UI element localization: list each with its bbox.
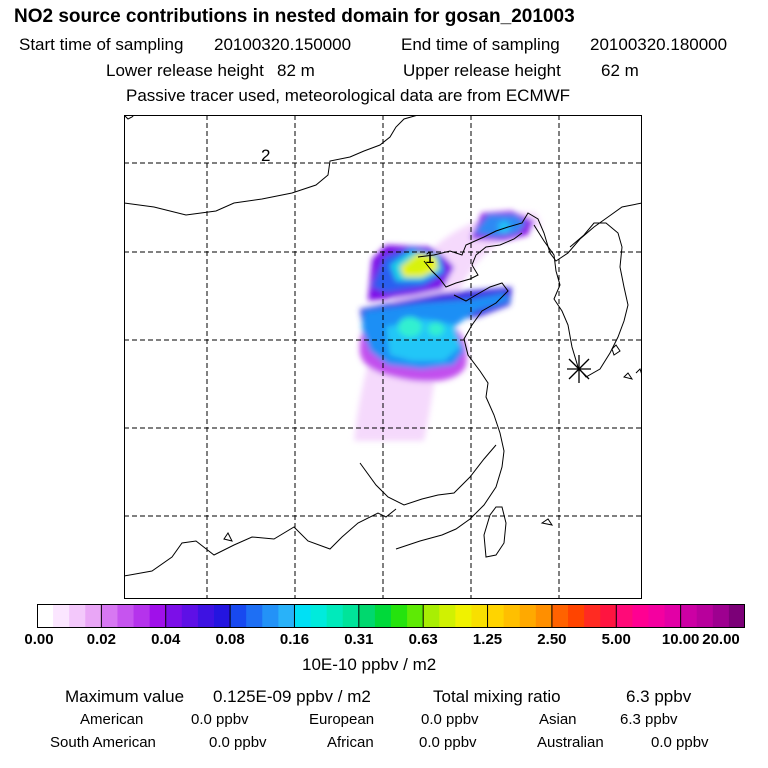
model-note: Passive tracer used, meteorological data… [126,86,571,105]
region-value-south-american: 0.0 ppbv [209,734,267,751]
colorbar-swatch [423,604,440,628]
asterisk-receptor-icon [567,355,591,383]
colorbar-swatch [712,604,730,628]
colorbar-tick-label: 0.02 [86,631,116,648]
region-name-australian: Australian [537,734,604,751]
lat-lon-grid [124,115,642,599]
colorbar-swatch [358,604,376,628]
colorbar-swatch [632,604,650,628]
colorbar-swatch [165,604,183,628]
colorbar-frame [37,604,745,628]
colorbar [37,604,745,628]
colorbar-swatch [101,604,119,628]
upper-release-value: 62 m [601,61,639,80]
max-value: 0.125E-09 ppbv / m2 [213,687,371,706]
colorbar-tick-label: 0.04 [151,631,181,648]
total-mixing-value: 6.3 ppbv [626,687,692,706]
upper-release-label: Upper release height [403,61,561,80]
start-time-label: Start time of sampling [19,35,184,54]
colorbar-tick-label: 0.31 [344,631,374,648]
colorbar-swatch [53,604,70,628]
colorbar-swatch [310,604,328,628]
colorbar-tick-label: 2.50 [537,631,567,648]
end-time-label: End time of sampling [401,35,560,54]
colorbar-swatch [133,604,151,628]
region-name-asian: Asian [539,711,577,728]
region-value-american: 0.0 ppbv [191,711,249,728]
max-value-label: Maximum value [65,687,185,706]
colorbar-swatch [728,604,745,628]
location-marker-2: 2 [261,146,270,165]
colorbar-tick-label: 0.63 [408,631,438,648]
colorbar-tick-label: 5.00 [601,631,631,648]
colorbar-tick-label: 0.16 [279,631,310,648]
colorbar-swatch [374,604,392,628]
region-name-south-american: South American [50,734,156,751]
coastlines [124,115,642,577]
colorbar-swatch [519,604,537,628]
colorbar-tick-label: 0.00 [24,631,54,648]
colorbar-swatch [600,604,617,628]
colorbar-swatch [455,604,473,628]
total-mixing-label: Total mixing ratio [433,687,561,706]
colorbar-swatch [391,604,408,628]
colorbar-swatch [535,604,553,628]
location-marker-1: 1 [425,248,434,267]
map-panel: 2 1 [124,115,642,599]
plot-title: NO2 source contributions in nested domai… [14,6,575,27]
colorbar-swatch [197,604,215,628]
colorbar-tick-label: 10.00 [661,631,700,648]
colorbar-swatch [648,604,666,628]
colorbar-swatch [278,604,296,628]
colorbar-swatch [407,604,424,628]
colorbar-tick-label: 1.25 [472,631,503,648]
end-time-value: 20100320.180000 [590,35,728,54]
lower-release-label: Lower release height [106,61,264,80]
colorbar-swatch [149,604,167,628]
colorbar-swatch [616,604,633,628]
colorbar-swatch [69,604,86,628]
colorbar-swatch [326,604,344,628]
colorbar-tick-label: 20.00 [702,631,740,648]
region-value-asian: 6.3 ppbv [620,711,678,728]
colorbar-swatch [262,604,279,628]
colorbar-swatch [117,604,135,628]
region-name-american: American [80,711,144,728]
colorbar-swatch [664,604,682,628]
colorbar-swatch [294,604,312,628]
colorbar-swatch [37,604,54,628]
region-value-african: 0.0 ppbv [419,734,477,751]
colorbar-swatch [246,604,263,628]
colorbar-swatch [503,604,521,628]
colorbar-units: 10E-10 ppbv / m2 [302,655,437,674]
colorbar-swatch [568,604,585,628]
colorbar-swatch [551,604,569,628]
region-name-european: European [309,711,375,728]
colorbar-swatch [680,604,698,628]
colorbar-swatch [487,604,505,628]
colorbar-tick-label: 0.08 [215,631,245,648]
colorbar-swatch [181,604,199,628]
colorbar-swatch [342,604,360,628]
region-value-european: 0.0 ppbv [421,711,479,728]
region-value-australian: 0.0 ppbv [651,734,709,751]
region-name-african: African [327,734,374,751]
colorbar-swatch [214,604,231,628]
colorbar-swatch [85,604,102,628]
map-frame [124,115,642,599]
colorbar-swatch [696,604,714,628]
colorbar-swatch [471,604,489,628]
start-time-value: 20100320.150000 [214,35,352,54]
colorbar-swatch [439,604,456,628]
colorbar-swatch [230,604,247,628]
colorbar-swatch [584,604,601,628]
concentration-plume [354,211,542,441]
lower-release-value: 82 m [277,61,315,80]
